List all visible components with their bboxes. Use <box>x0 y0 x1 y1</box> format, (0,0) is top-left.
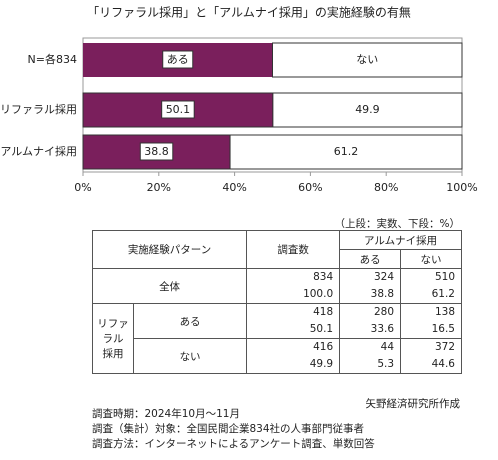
header: ない <box>400 249 462 269</box>
chart-title: 「リファラル採用」と「アルムナイ採用」の実施経験の有無 <box>87 5 411 20</box>
count: 280 <box>374 306 395 318</box>
cell: 280 33.6 <box>339 303 402 339</box>
cell: 416 49.9 <box>246 338 341 374</box>
cell: 372 44.6 <box>400 338 462 374</box>
cell: 834 100.0 <box>246 268 341 304</box>
source: 矢野経済研究所作成 <box>365 398 461 410</box>
count: 372 <box>434 341 455 353</box>
cell: 324 38.8 <box>339 268 402 304</box>
note: 調査（集計）対象：全国民間企業834社の人事部門従事者 <box>92 423 365 435</box>
chart: 「リファラル採用」と「アルムナイ採用」の実施経験の有無 0% 20% 40% 60% 8… <box>0 5 478 195</box>
legend-swatch <box>272 42 463 78</box>
pct: 33.6 <box>370 323 395 335</box>
pct: 38.8 <box>370 288 395 300</box>
legend-label: ない <box>356 53 378 66</box>
value-label: 38.8 <box>144 145 169 158</box>
label-box <box>139 142 174 161</box>
cell: 510 61.2 <box>400 268 462 304</box>
pct: 5.3 <box>377 358 395 370</box>
cell: 418 50.1 <box>246 303 341 339</box>
x-tick-label: 40% <box>222 181 246 194</box>
pct: 16.5 <box>431 323 455 335</box>
header: ある <box>339 249 402 269</box>
header: 調査数 <box>246 230 341 269</box>
row-label: ない <box>132 338 248 374</box>
count: 418 <box>313 306 334 318</box>
note: 調査時期：2024年10月～11月 <box>92 408 240 420</box>
x-tick-label: 60% <box>298 181 322 194</box>
group-label: リファラル 採用 <box>92 303 134 374</box>
y-tick-label: アルムナイ採用 <box>0 144 77 158</box>
table: 実施経験パターン 調査数 アルムナイ採用 ある ない 全体 834 100.0 32… <box>91 230 462 374</box>
label-box <box>162 50 194 69</box>
x-tick-label: 0% <box>74 181 91 194</box>
row-label: ある <box>132 303 248 339</box>
pct: 61.2 <box>431 288 455 300</box>
count: 416 <box>313 341 334 353</box>
row-label: 全体 <box>91 268 248 304</box>
header: 実施経験パターン <box>91 230 248 269</box>
bar <box>82 92 274 128</box>
x-tick-label: 100% <box>446 181 477 194</box>
value-label: 50.1 <box>166 103 191 116</box>
legend-label: ある <box>167 53 189 66</box>
pct: 100.0 <box>303 288 334 300</box>
note: 調査方法：インターネットによるアンケート調査、単数回答 <box>92 438 375 450</box>
group-label-line: 採用 <box>102 348 124 360</box>
notes: 調査時期：2024年10月～11月 調査（集計）対象：全国民間企業834社の人事… <box>92 407 375 452</box>
group-label-line: リファラル <box>97 318 129 345</box>
value-label: 61.2 <box>334 145 359 158</box>
pct: 44.6 <box>431 358 455 370</box>
cell: 138 16.5 <box>400 303 462 339</box>
pct: 49.9 <box>309 358 334 370</box>
count: 324 <box>374 271 395 283</box>
legend-row-label: N=各834 <box>28 52 77 66</box>
value-label: 49.9 <box>355 103 380 116</box>
bar <box>229 134 463 170</box>
label-box <box>161 100 195 119</box>
x-tick-label: 20% <box>147 181 171 194</box>
y-tick-label: リファラル採用 <box>0 102 77 116</box>
cell: 44 5.3 <box>339 338 402 374</box>
x-tick-label: 80% <box>374 181 398 194</box>
count: 138 <box>434 306 455 318</box>
count: 834 <box>313 271 334 283</box>
pct: 50.1 <box>309 323 334 335</box>
count: 44 <box>380 341 395 353</box>
count: 510 <box>434 271 455 283</box>
table-note: （上段：実数、下段：%） <box>334 218 460 230</box>
header: アルムナイ採用 <box>339 230 462 250</box>
bar <box>272 92 463 128</box>
